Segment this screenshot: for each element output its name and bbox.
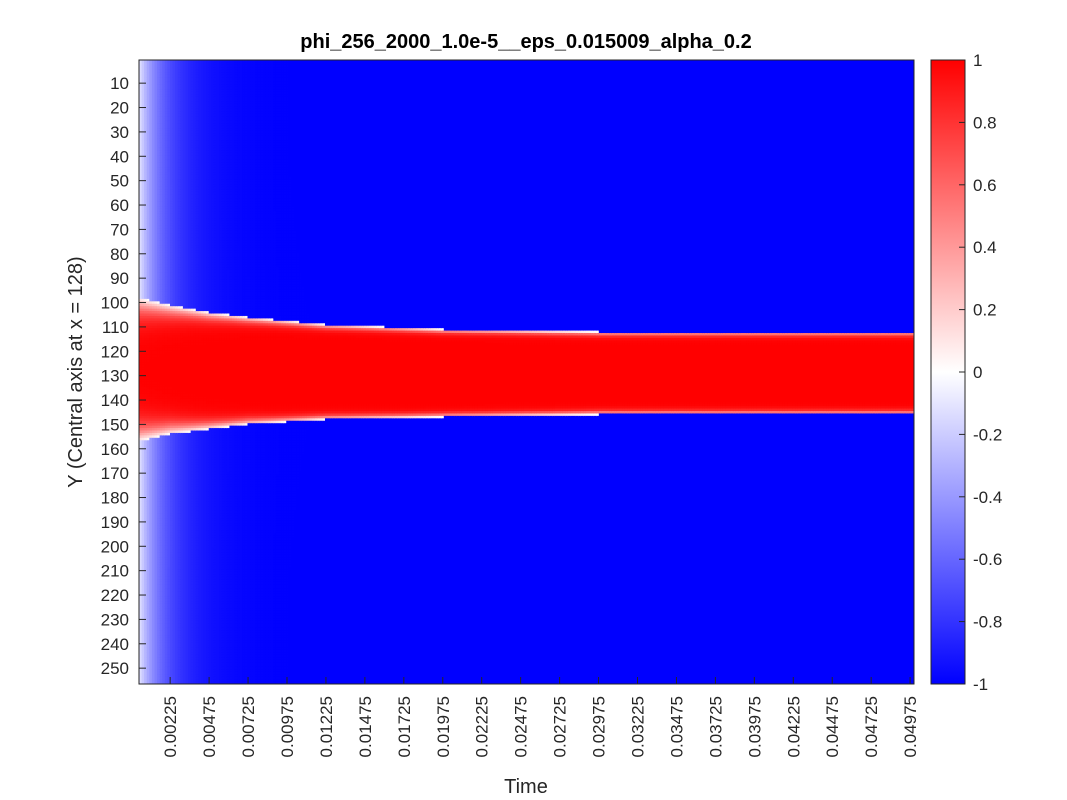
chart-title: phi_256_2000_1.0e-5__eps_0.015009_alpha_…: [300, 31, 751, 53]
plot-area: [139, 60, 915, 685]
